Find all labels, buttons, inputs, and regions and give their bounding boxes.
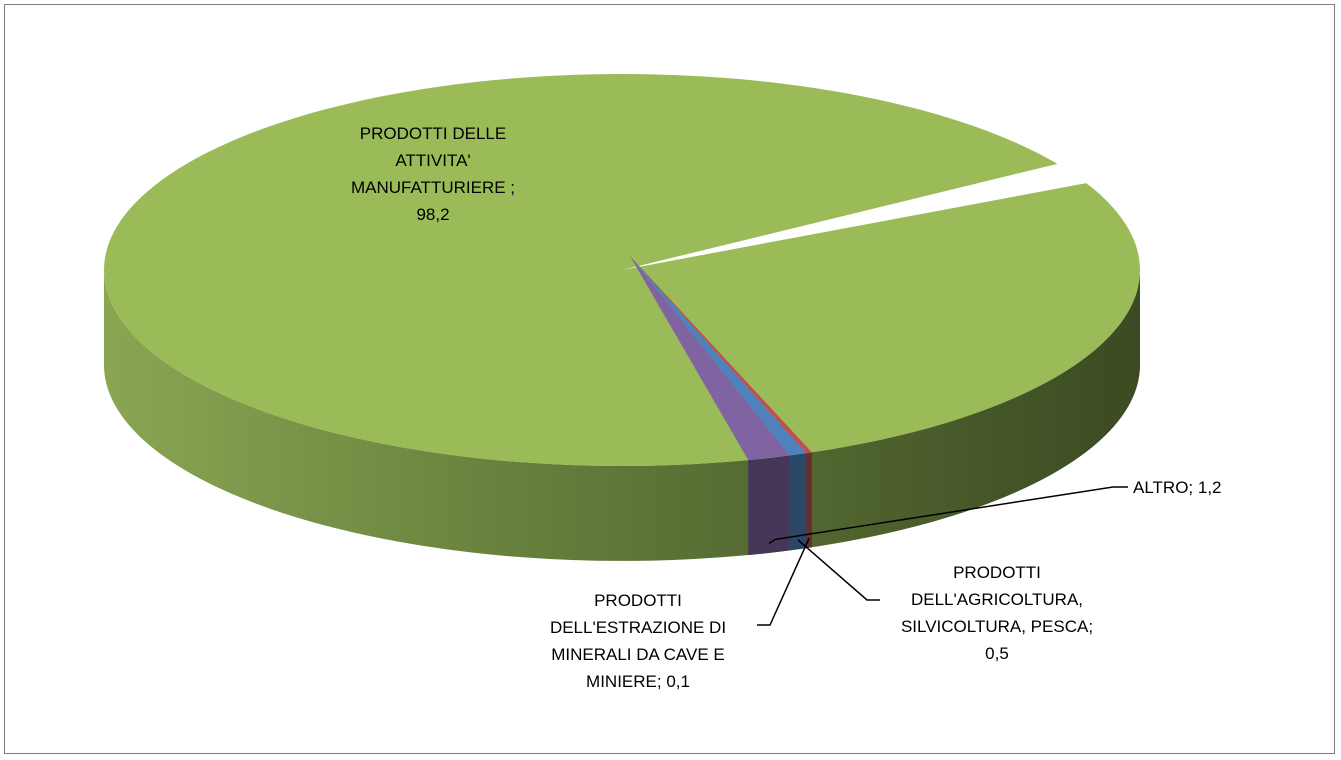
slice-side-0: [104, 270, 1140, 561]
slice-side-3: [806, 452, 812, 549]
data-label-3: PRODOTTI DELL'ESTRAZIONE DI MINERALI DA CA…: [550, 591, 726, 691]
data-label-2: PRODOTTI DELL'AGRICOLTURA, SILVICOLTURA, P…: [901, 563, 1093, 663]
leader-line-3: [757, 537, 810, 626]
leader-line-1: [768, 486, 1128, 545]
slice-side-1: [748, 455, 790, 556]
slice-top-3: [630, 256, 812, 454]
data-label-0: PRODOTTI DELLE ATTIVITA' MANUFATTURIERE ; 9…: [351, 124, 515, 224]
leader-line-2: [797, 539, 880, 601]
slice-top-1: [630, 256, 790, 461]
slice-side-2: [789, 453, 807, 551]
data-label-1: ALTRO; 1,2: [1133, 478, 1222, 497]
slice-top-2: [630, 256, 807, 456]
slice-top-0: [104, 74, 1141, 467]
